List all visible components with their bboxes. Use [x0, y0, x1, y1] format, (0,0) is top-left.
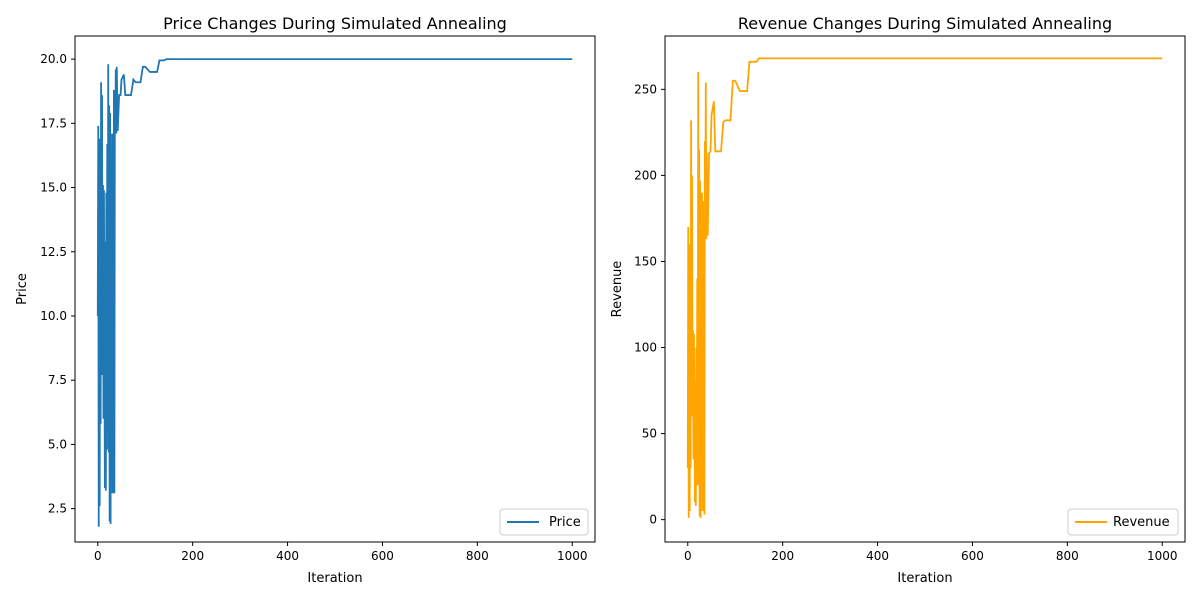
price-y-axis-label: Price	[15, 273, 30, 305]
revenue-y-axis-label: Revenue	[610, 261, 625, 318]
revenue-x-tick-label: 1000	[1147, 549, 1178, 563]
revenue-x-tick-label: 400	[866, 549, 889, 563]
price-legend: Price	[499, 508, 589, 536]
price-legend-box	[499, 508, 589, 536]
revenue-x-tick-label: 600	[961, 549, 984, 563]
revenue-y-tick-label: 150	[634, 254, 657, 268]
price-series-line-0	[96, 58, 573, 527]
revenue-x-tick-label: 0	[684, 549, 692, 563]
price-x-tick-label: 800	[466, 549, 489, 563]
revenue-legend-label: Revenue	[1113, 515, 1170, 530]
revenue-legend-box	[1067, 508, 1179, 536]
price-x-tick-label: 600	[371, 549, 394, 563]
revenue-series-line-0	[686, 57, 1163, 518]
price-y-tick-label: 17.5	[40, 116, 67, 130]
price-y-ticks: 2.5 5.0 7.5 10.0 12.5 15.0 17.5 20.0	[40, 52, 75, 516]
revenue-y-ticks: 0 50 100 150 200 250	[634, 82, 665, 527]
price-y-tick-label: 7.5	[48, 373, 67, 387]
revenue-x-tick-label: 800	[1056, 549, 1079, 563]
revenue-y-tick-label: 250	[634, 82, 657, 96]
price-x-tick-label: 400	[276, 549, 299, 563]
revenue-x-tick-label: 200	[771, 549, 794, 563]
revenue-y-tick-label: 100	[634, 341, 657, 355]
revenue-series-layer	[686, 57, 1163, 518]
revenue-chart: Revenue Changes During Simulated Anneali…	[610, 14, 1186, 586]
price-chart: Price Changes During Simulated Annealing…	[15, 14, 596, 586]
revenue-y-tick-label: 50	[642, 427, 657, 441]
price-y-tick-label: 2.5	[48, 502, 67, 516]
revenue-y-tick-label: 0	[649, 513, 657, 527]
price-y-tick-label: 12.5	[40, 245, 67, 259]
price-y-tick-label: 5.0	[48, 437, 67, 451]
revenue-x-axis-label: Iteration	[897, 571, 952, 586]
price-x-ticks: 0 200 400 600 800 1000	[94, 542, 588, 563]
price-plot-frame	[74, 35, 596, 543]
price-y-tick-label: 10.0	[40, 309, 67, 323]
revenue-legend: Revenue	[1067, 508, 1179, 536]
price-x-tick-label: 0	[94, 549, 102, 563]
price-y-tick-label: 15.0	[40, 181, 67, 195]
revenue-chart-title: Revenue Changes During Simulated Anneali…	[738, 14, 1112, 33]
price-x-axis-label: Iteration	[307, 571, 362, 586]
price-legend-label: Price	[549, 515, 581, 530]
price-series-layer	[96, 58, 573, 527]
price-x-tick-label: 200	[181, 549, 204, 563]
price-y-tick-label: 20.0	[40, 52, 67, 66]
revenue-y-tick-label: 200	[634, 168, 657, 182]
price-x-tick-label: 1000	[557, 549, 588, 563]
price-chart-title: Price Changes During Simulated Annealing	[163, 14, 507, 33]
revenue-plot-frame	[664, 35, 1186, 543]
revenue-x-ticks: 0 200 400 600 800 1000	[684, 542, 1178, 563]
